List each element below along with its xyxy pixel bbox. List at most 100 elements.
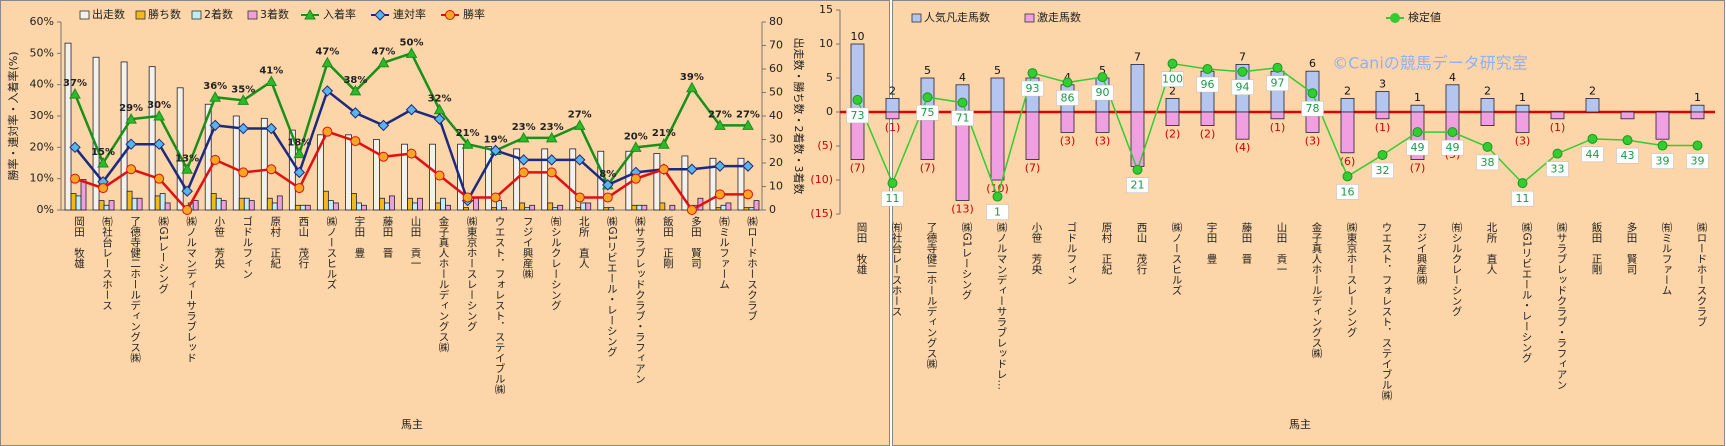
bar <box>92 56 100 211</box>
watermark: ©Caniの競馬データ研究室 <box>1332 54 1528 73</box>
bar-value-label: 7 <box>1239 50 1246 63</box>
y2-tick-label: 40 <box>769 109 783 122</box>
y2-tick-label: 80 <box>769 15 783 28</box>
line-marker <box>1587 133 1598 144</box>
value-box <box>1126 177 1149 193</box>
y-tick-label: 5 <box>826 71 833 84</box>
bar-value-label: (4) <box>1235 141 1251 154</box>
bar <box>440 197 446 211</box>
value-box <box>1231 79 1254 95</box>
bar <box>529 204 536 211</box>
bar <box>1060 111 1075 133</box>
legend-label: 連対率 <box>393 7 426 21</box>
bar-value-label: 3 <box>1379 78 1386 91</box>
line-marker <box>181 163 194 174</box>
line-marker <box>658 164 669 175</box>
line-marker <box>1482 141 1493 152</box>
line-marker <box>265 122 278 135</box>
line-marker <box>546 167 557 178</box>
bar <box>541 148 549 211</box>
line-marker <box>378 151 389 162</box>
line-marker <box>377 119 390 132</box>
line-value-label: 11 <box>886 192 900 205</box>
bar-value-label: 2 <box>1589 84 1596 97</box>
bar-value-label: (7) <box>920 162 936 175</box>
line-marker <box>630 173 641 184</box>
y2-tick-label: 30 <box>769 133 783 146</box>
line-marker <box>545 131 558 143</box>
bar <box>417 197 423 211</box>
x-tick-label: 多田 賢司 <box>1626 221 1638 274</box>
bar <box>445 204 451 211</box>
line-value-label: 27% <box>708 109 732 120</box>
legend-label: 出走数 <box>92 7 125 21</box>
x-tick-label: 岡田 牧雄 <box>73 216 85 269</box>
bar <box>753 200 760 211</box>
y2-tick-label: 10 <box>769 180 783 193</box>
x-tick-label: 了德寺健二ホールディングス㈱ <box>926 222 938 369</box>
line-marker <box>1622 135 1633 146</box>
line-value-label: 20% <box>624 131 648 142</box>
line-value-label: 93 <box>1026 82 1040 95</box>
bar <box>669 204 676 211</box>
line-marker <box>182 205 193 215</box>
line-marker <box>238 167 249 178</box>
y-tick-label: 30% <box>30 109 54 122</box>
line-marker <box>126 164 137 175</box>
bar <box>1690 104 1705 113</box>
line-value-label: 86 <box>1061 91 1075 104</box>
x-tick-label: ㈱ロードホースクラブ <box>1696 222 1708 327</box>
x-tick-label: ㈱G1リビエール・レーシング <box>606 216 618 357</box>
bar <box>1025 111 1040 160</box>
line-marker <box>1272 62 1283 73</box>
line-marker <box>742 119 754 130</box>
line-value-label: 35% <box>231 84 255 95</box>
line-value-label: 27% <box>568 109 592 120</box>
bar-value-label: (7) <box>1025 162 1041 175</box>
bar <box>322 190 329 211</box>
line-marker <box>490 192 501 203</box>
line-marker <box>461 138 474 149</box>
line-marker <box>97 156 109 168</box>
bar-value-label: 7 <box>1134 50 1141 63</box>
legend-swatch <box>135 10 146 20</box>
line-value-label: 27% <box>736 109 760 120</box>
x-tick-label: 藤田 晋 <box>381 216 393 259</box>
line-marker <box>957 97 968 108</box>
bar <box>327 200 334 211</box>
y-tick-label: 20% <box>30 140 54 153</box>
line-marker <box>1692 140 1703 151</box>
x-tick-label: 了德寺健二ホールディングス㈱ <box>129 216 141 363</box>
x-tick-label: 北所 直人 <box>1486 222 1498 275</box>
line-marker <box>686 163 698 175</box>
x-tick-label: ㈲シルクレーシング <box>1451 222 1463 317</box>
bar <box>885 98 900 113</box>
line-marker <box>518 167 529 178</box>
value-box <box>1336 184 1359 200</box>
legend-marker <box>374 9 386 21</box>
line-value-label: 97 <box>1271 77 1285 90</box>
line-marker <box>377 56 390 68</box>
bar <box>401 143 408 211</box>
line-marker <box>602 192 613 203</box>
bar-value-label: 4 <box>1064 71 1071 84</box>
x-tick-label: 飯田 正剛 <box>662 215 674 269</box>
bar <box>288 129 296 211</box>
line-marker <box>69 88 81 99</box>
bar <box>608 207 615 211</box>
legend-label: 勝率 <box>463 7 485 21</box>
legend-label: 入着率 <box>323 7 356 21</box>
bar <box>1200 111 1215 126</box>
bar-value-label: 5 <box>994 64 1001 77</box>
line-marker <box>602 179 614 191</box>
bar-value-label: 2 <box>1484 84 1491 97</box>
bar <box>294 204 301 211</box>
bar-value-label: 5 <box>1099 64 1106 77</box>
line-marker <box>125 138 137 150</box>
bar <box>136 197 143 211</box>
line-value-label: 8% <box>599 169 616 180</box>
line-value-label: 43 <box>1621 149 1635 162</box>
bar <box>1655 111 1670 140</box>
y-tick-label: 50% <box>30 46 54 59</box>
bar-value-label: 2 <box>1169 84 1176 97</box>
